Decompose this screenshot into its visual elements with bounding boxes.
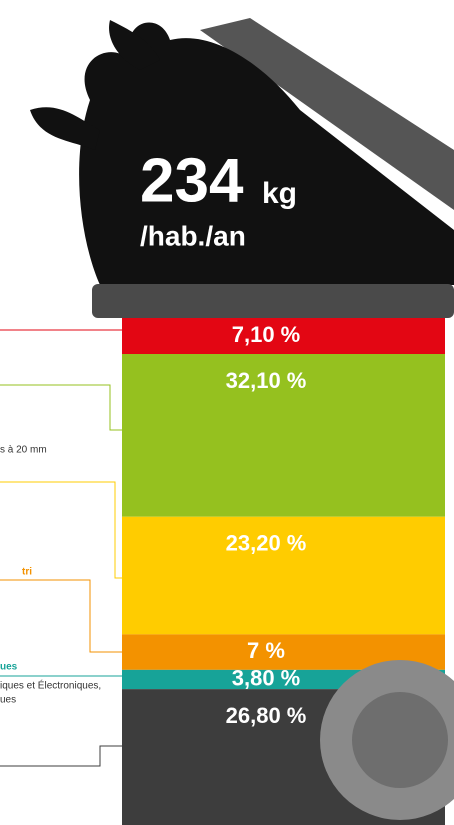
bin-segment	[122, 318, 445, 354]
value-label: 7,10 %	[232, 322, 301, 347]
annotation: tri	[22, 567, 32, 578]
title-unit: kg	[262, 177, 297, 210]
leader-line	[0, 745, 140, 767]
subtitle: /hab./an	[140, 220, 246, 251]
lid	[200, 18, 454, 210]
bag-knot	[30, 107, 100, 150]
value-label: 23,20 %	[226, 531, 307, 556]
wheel-hub	[352, 692, 448, 788]
annotation: s à 20 mm	[0, 445, 47, 456]
annotation: ues	[0, 662, 18, 673]
lid-rim	[92, 284, 454, 318]
leader-line	[0, 481, 135, 579]
leader-lines	[0, 329, 140, 767]
title: 234	[140, 146, 244, 215]
value-label: 32,10 %	[226, 368, 307, 393]
value-label: 3,80 %	[232, 665, 301, 690]
bag-knot	[109, 20, 160, 70]
annotation: iques et Électroniques,	[0, 679, 101, 692]
leader-line	[0, 579, 135, 653]
value-label: 26,80 %	[226, 703, 307, 728]
value-label: 7 %	[247, 638, 285, 663]
bag	[79, 22, 454, 285]
annotation: ues	[0, 695, 16, 706]
bin-segment	[122, 353, 445, 517]
bin-art	[30, 18, 454, 318]
bin-segment	[122, 516, 445, 635]
leader-line	[0, 384, 125, 431]
